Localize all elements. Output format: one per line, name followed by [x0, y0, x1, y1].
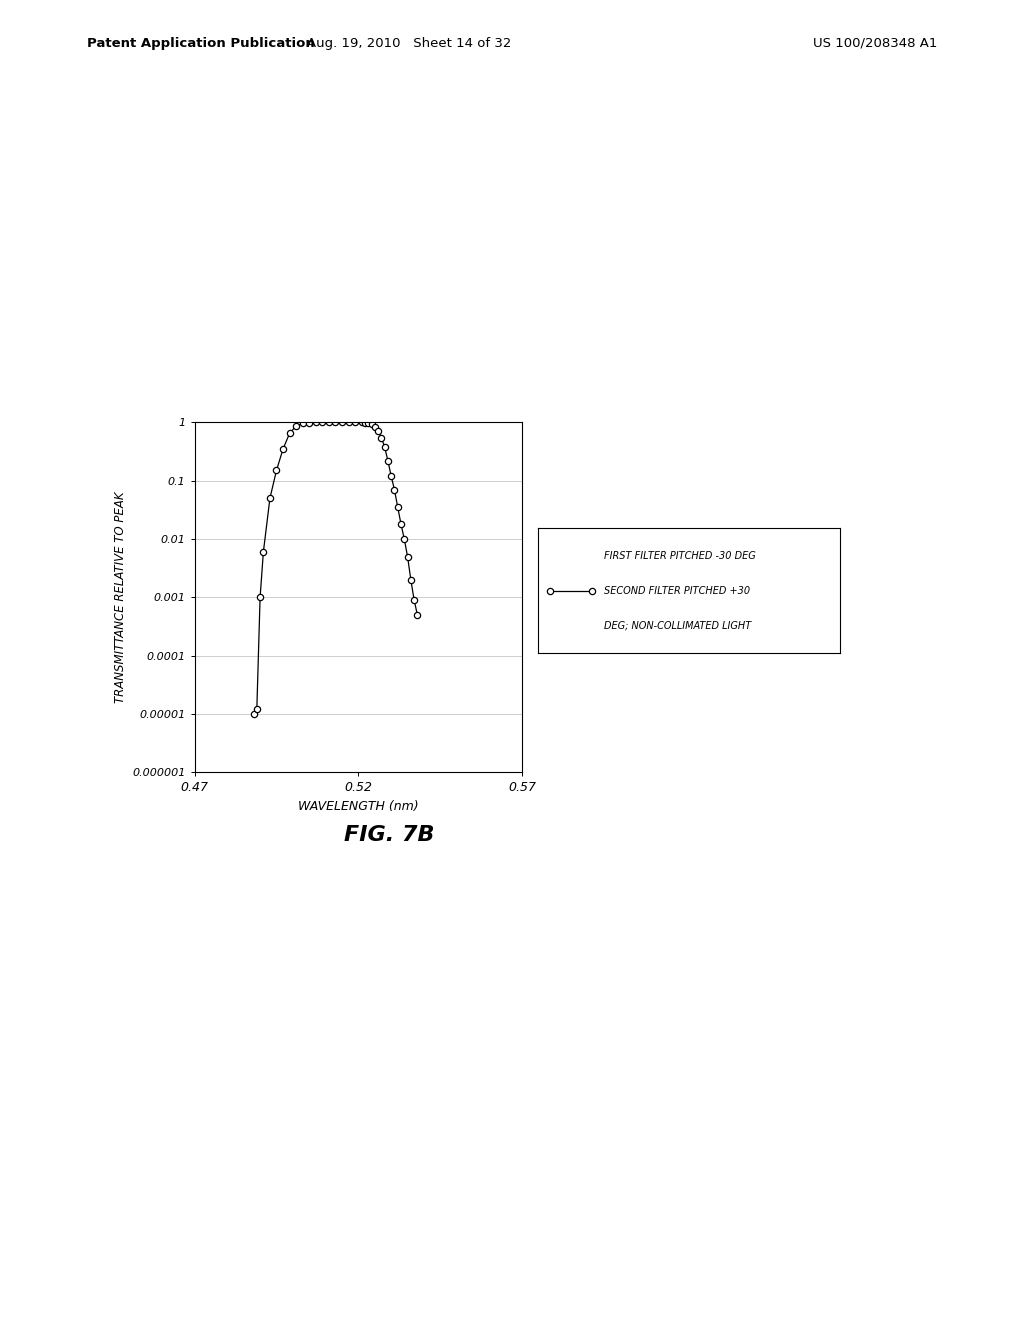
Text: FIG. 7B: FIG. 7B [344, 825, 434, 845]
Text: US 100/208348 A1: US 100/208348 A1 [813, 37, 937, 50]
Text: SECOND FILTER PITCHED +30: SECOND FILTER PITCHED +30 [604, 586, 751, 595]
Text: Aug. 19, 2010   Sheet 14 of 32: Aug. 19, 2010 Sheet 14 of 32 [307, 37, 512, 50]
X-axis label: WAVELENGTH (nm): WAVELENGTH (nm) [298, 800, 419, 813]
Text: FIRST FILTER PITCHED -30 DEG: FIRST FILTER PITCHED -30 DEG [604, 550, 756, 561]
Text: DEG; NON-COLLIMATED LIGHT: DEG; NON-COLLIMATED LIGHT [604, 620, 752, 631]
Text: Patent Application Publication: Patent Application Publication [87, 37, 314, 50]
Y-axis label: TRANSMITTANCE RELATIVE TO PEAK: TRANSMITTANCE RELATIVE TO PEAK [114, 491, 127, 704]
